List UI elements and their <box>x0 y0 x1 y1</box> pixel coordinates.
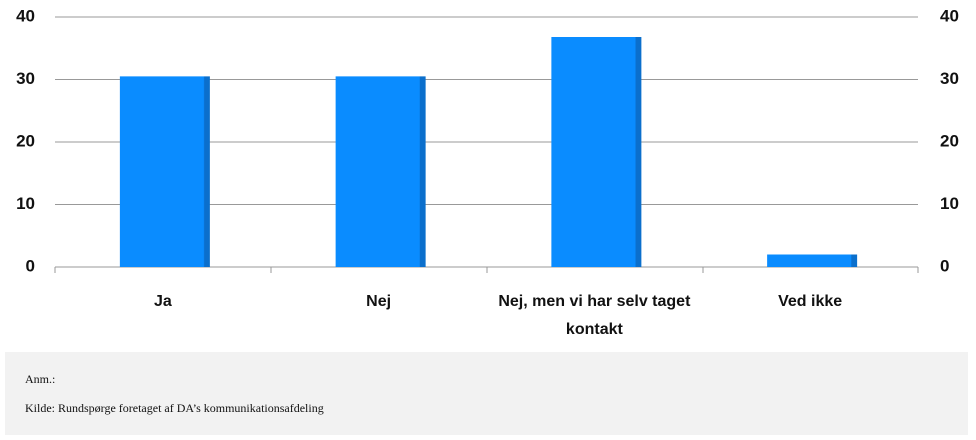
bar <box>335 76 426 267</box>
y-tick-label: 10 <box>16 194 35 213</box>
source: Kilde: Rundspørge foretaget af DA’s komm… <box>25 401 324 415</box>
x-tick-label: Ja <box>153 293 172 310</box>
y-tick-label: 0 <box>26 256 35 275</box>
y-tick-label: 40 <box>16 6 35 25</box>
y2-tick-label: 30 <box>940 69 959 88</box>
bar <box>119 76 210 267</box>
x-tick-label: Ved ikke <box>778 293 843 310</box>
footnote-box: Anm.: Kilde: Rundspørge foretaget af DA’… <box>5 352 968 435</box>
x-tick-label: Nej, men vi har selv taget kontakt <box>498 293 691 338</box>
y2-tick-label: 20 <box>940 131 959 150</box>
bar <box>551 37 642 267</box>
y2-tick-label: 10 <box>940 194 959 213</box>
y2-tick-label: 0 <box>940 256 949 275</box>
y-tick-label: 20 <box>16 131 35 150</box>
y-tick-label: 30 <box>16 69 35 88</box>
chart: 0 10 20 30 40 0 10 20 30 40 <box>16 6 959 275</box>
x-axis-ticks <box>54 267 919 273</box>
y2-tick-label: 40 <box>940 6 959 25</box>
bar <box>767 254 858 267</box>
x-tick-label: Nej <box>366 293 392 310</box>
remark: Anm.: <box>25 372 56 386</box>
